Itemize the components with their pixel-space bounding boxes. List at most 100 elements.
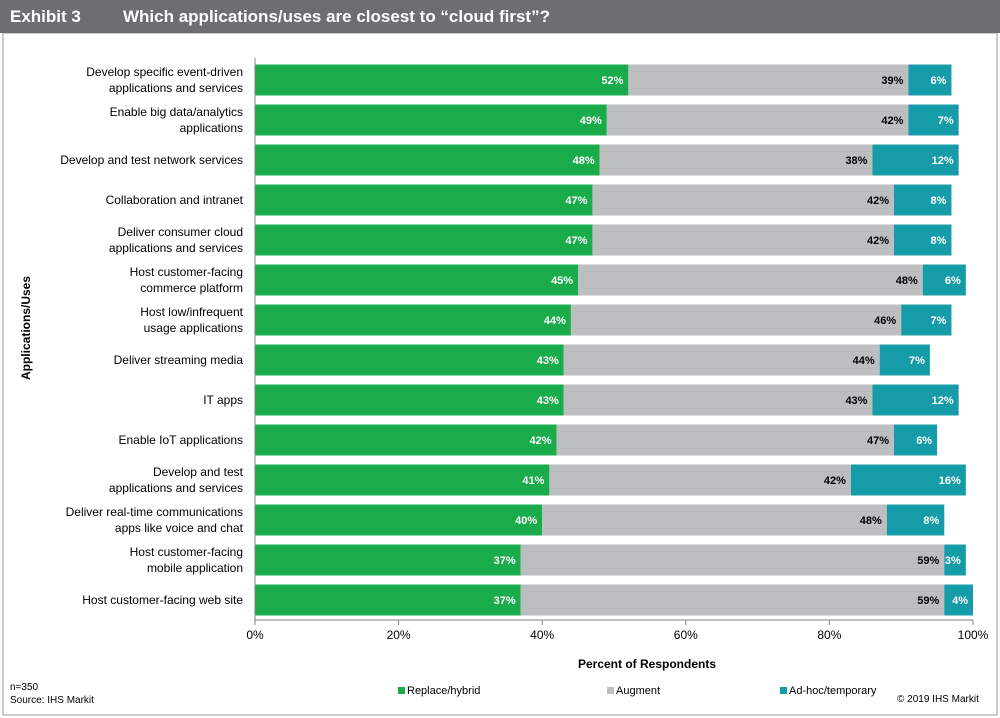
bar-segment [570, 304, 902, 336]
category-label: IT apps [203, 393, 243, 407]
bar-segment [908, 64, 952, 96]
data-label: 6% [931, 75, 947, 87]
stacked-bar-chart: 52% 39% 6% Develop specific event-driven app… [2, 33, 998, 716]
bar-segment [578, 264, 923, 296]
legend-swatch [607, 687, 614, 694]
bar-segment [901, 304, 952, 336]
data-label: 43% [537, 355, 559, 367]
data-label: 42% [867, 235, 889, 247]
category-label: Deliver real-time communications apps lik… [66, 505, 244, 535]
category-label: Host customer-facing mobile application [130, 545, 243, 575]
bar-segment [563, 344, 880, 376]
data-label: 43% [845, 395, 867, 407]
data-label: 41% [522, 475, 544, 487]
category-label: Deliver streaming media [114, 353, 244, 367]
data-label: 48% [860, 515, 882, 527]
bar-segment [255, 544, 521, 576]
data-label: 47% [565, 195, 587, 207]
chart-frame [2, 33, 998, 716]
bar-segment [894, 424, 938, 456]
data-label: 52% [601, 75, 623, 87]
bar-segment [255, 384, 564, 416]
data-label: 43% [537, 395, 559, 407]
bar-segment [944, 584, 973, 616]
category-label: Develop specific event-driven application… [86, 65, 243, 95]
bar-segment [255, 104, 607, 136]
bar-segment [592, 184, 895, 216]
data-label: 42% [530, 435, 552, 447]
bar-segment [563, 384, 873, 416]
data-label: 49% [580, 115, 602, 127]
category-label: Develop and test applications and service… [109, 465, 244, 495]
x-tick-label: 80% [817, 628, 841, 642]
bar-segment [879, 344, 930, 376]
bar-segment [520, 584, 945, 616]
category-label: Enable IoT applications [118, 433, 243, 447]
data-label: 38% [845, 155, 867, 167]
bar-segment [255, 424, 557, 456]
category-label: Deliver consumer cloud applications and s… [109, 225, 243, 255]
legend-swatch [398, 687, 405, 694]
bar-segment [908, 104, 959, 136]
bar-segment [255, 504, 543, 536]
data-label: 46% [874, 315, 896, 327]
data-label: 44% [853, 355, 875, 367]
bar-segment [556, 424, 895, 456]
legend-label: Replace/hybrid [407, 685, 480, 697]
x-axis-title: Percent of Respondents [578, 657, 716, 671]
source-note: Source: IHS Markit [10, 695, 94, 706]
data-label: 16% [939, 475, 961, 487]
data-label: 3% [945, 555, 961, 567]
data-label: 44% [544, 315, 566, 327]
chart-header: Exhibit 3 Which applications/uses are cl… [0, 0, 1000, 33]
x-tick-label: 40% [530, 628, 554, 642]
bar-segment [542, 504, 887, 536]
data-label: 6% [945, 275, 961, 287]
chart-title: Which applications/uses are closest to “… [123, 7, 550, 26]
data-label: 12% [932, 155, 954, 167]
data-label: 40% [515, 515, 537, 527]
data-label: 39% [881, 75, 903, 87]
bar-segment [255, 184, 593, 216]
data-label: 4% [952, 595, 968, 607]
data-label: 59% [917, 595, 939, 607]
data-label: 45% [551, 275, 573, 287]
bar-segment [894, 184, 952, 216]
bar-segment [255, 584, 521, 616]
category-label: Host customer-facing web site [82, 593, 243, 607]
bar-segment [520, 544, 945, 576]
data-label: 59% [917, 555, 939, 567]
bar-segment [255, 344, 564, 376]
data-label: 8% [931, 195, 947, 207]
data-label: 7% [931, 315, 947, 327]
category-label: Collaboration and intranet [106, 193, 244, 207]
data-label: 12% [932, 395, 954, 407]
bar-segment [944, 544, 966, 576]
x-tick-label: 20% [387, 628, 411, 642]
bar-segment [255, 224, 593, 256]
data-label: 8% [931, 235, 947, 247]
data-label: 42% [881, 115, 903, 127]
bar-segment [886, 504, 945, 536]
data-label: 37% [494, 555, 516, 567]
exhibit-label: Exhibit 3 [10, 7, 81, 26]
data-label: 47% [867, 435, 889, 447]
data-label: 42% [824, 475, 846, 487]
x-tick-label: 0% [246, 628, 264, 642]
x-tick-label: 60% [674, 628, 698, 642]
bar-segment [894, 224, 952, 256]
data-label: 8% [923, 515, 939, 527]
x-tick-label: 100% [958, 628, 989, 642]
bar-segment [255, 464, 550, 496]
legend-swatch [780, 687, 787, 694]
data-label: 37% [494, 595, 516, 607]
category-label: Host customer-facing commerce platform [130, 265, 243, 295]
data-label: 48% [573, 155, 595, 167]
bar-segment [850, 464, 966, 496]
bar-segment [606, 104, 909, 136]
bar-segment [255, 304, 571, 336]
category-label: Enable big data/analytics applications [110, 105, 243, 135]
bar-segment [592, 224, 895, 256]
category-label: Host low/infrequent usage applications [140, 305, 243, 335]
bar-segment [255, 264, 579, 296]
